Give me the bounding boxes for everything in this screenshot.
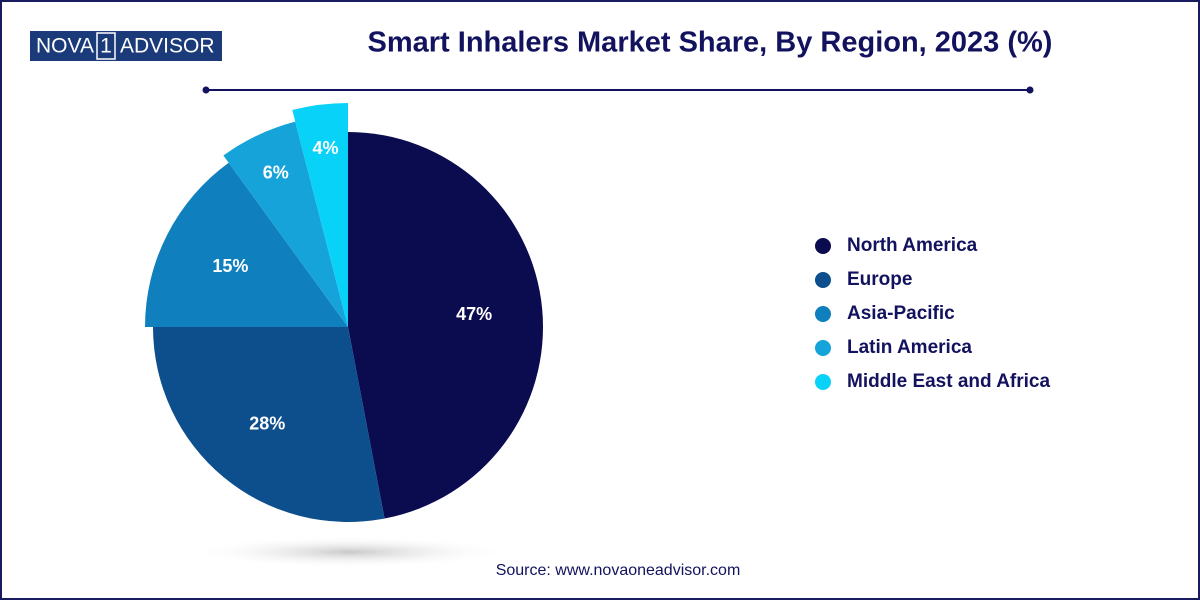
chart-title: Smart Inhalers Market Share, By Region, … (368, 27, 1053, 59)
legend: North America Europe Asia-Pacific Latin Ame… (815, 235, 1050, 392)
source: Source: www.novaoneadvisor.com (496, 562, 741, 579)
logo-bg (30, 31, 222, 61)
legend-marker (815, 272, 831, 288)
data-label: 4% (313, 138, 339, 158)
pie-slice (292, 103, 348, 327)
rule-dot (202, 86, 210, 94)
legend-marker (815, 306, 831, 322)
legend-label: Middle East and Africa (847, 371, 1050, 392)
logo: NOVA 1 ADVISOR (30, 31, 222, 61)
legend-label: Europe (847, 269, 912, 290)
pie-slice (348, 132, 544, 519)
pie-slice (153, 327, 385, 522)
legend-label: North America (847, 235, 978, 256)
legend-label: Asia-Pacific (847, 303, 955, 324)
legend-marker (815, 374, 831, 390)
logo-text: ADVISOR (120, 35, 215, 58)
pie-slice (223, 121, 348, 327)
pie-shadow (190, 536, 510, 568)
pie: 47% 28% 15% 6% 4% (145, 103, 544, 522)
legend-label: Latin America (847, 337, 972, 358)
pie-slice (145, 162, 348, 327)
data-label: 15% (212, 256, 248, 276)
rule-dot (1026, 86, 1034, 94)
data-label: 6% (263, 162, 289, 182)
legend-marker (815, 340, 831, 356)
logo-text: NOVA (36, 35, 94, 58)
data-label: 47% (456, 304, 492, 324)
logo-box (96, 32, 116, 60)
legend-marker (815, 238, 831, 254)
logo-mark: 1 (100, 35, 112, 58)
data-label: 28% (249, 413, 285, 433)
